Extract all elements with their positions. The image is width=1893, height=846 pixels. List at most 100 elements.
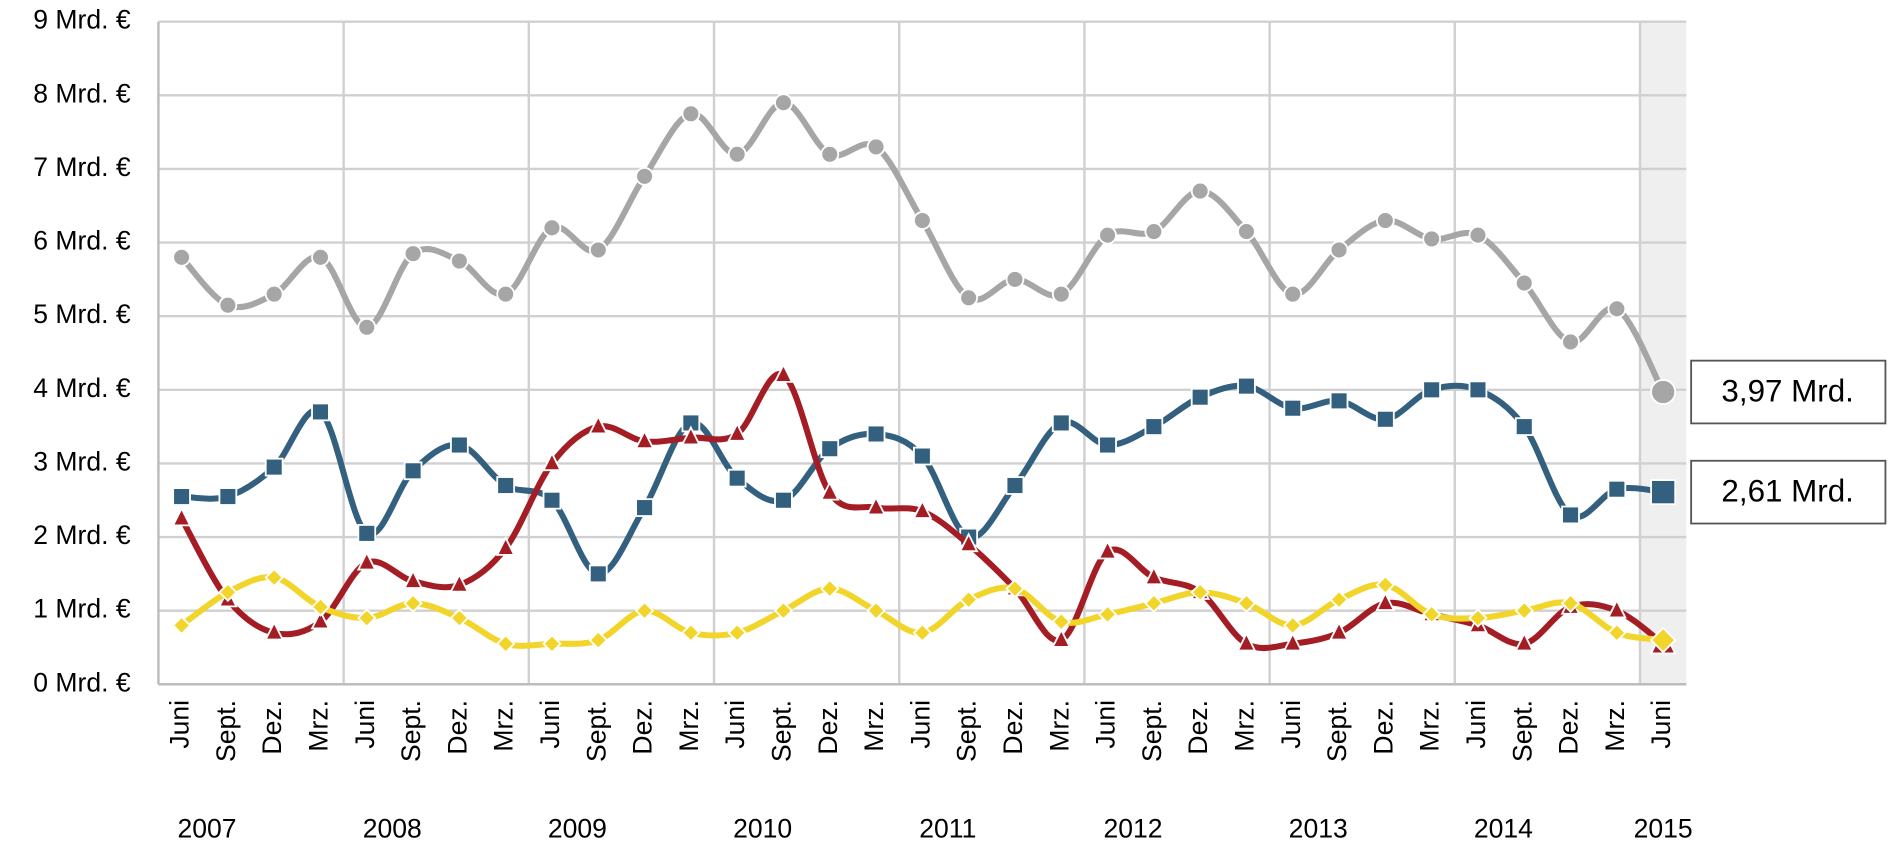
- value-label: 2,61 Mrd.: [1721, 474, 1853, 509]
- point: [635, 166, 654, 186]
- year-label: 2007: [178, 813, 237, 843]
- x-tick-label: Mrz.: [859, 700, 889, 752]
- point: [1329, 589, 1349, 610]
- y-tick-label: 9 Mrd. €: [33, 5, 131, 35]
- point: [356, 550, 377, 571]
- point: [588, 564, 608, 584]
- point: [681, 623, 701, 643]
- point: [218, 582, 238, 602]
- point: [634, 600, 655, 621]
- point: [172, 247, 191, 267]
- point: [264, 567, 284, 588]
- point: [866, 424, 886, 444]
- point: [1282, 631, 1303, 652]
- point: [1329, 391, 1349, 411]
- x-tick-label: Sept.: [1137, 700, 1167, 762]
- point: [820, 578, 840, 599]
- series-line: [179, 99, 1666, 394]
- point: [819, 480, 840, 501]
- point: [218, 295, 238, 315]
- point: [495, 535, 516, 556]
- point: [588, 414, 609, 435]
- point: [1650, 479, 1677, 506]
- point: [588, 240, 608, 260]
- point: [1098, 435, 1117, 455]
- point: [1051, 611, 1071, 632]
- year-label: 2012: [1103, 813, 1162, 843]
- y-tick-label: 5 Mrd. €: [33, 299, 131, 329]
- point: [1376, 211, 1395, 230]
- point: [1649, 626, 1677, 654]
- year-label: 2010: [733, 813, 792, 843]
- x-tick-label: Sept.: [766, 700, 796, 762]
- year-label: 2015: [1634, 813, 1693, 843]
- point: [1144, 222, 1164, 241]
- point: [311, 247, 330, 267]
- point: [357, 317, 377, 337]
- point: [1468, 380, 1488, 400]
- year-label: 2009: [548, 813, 607, 843]
- point: [1237, 222, 1256, 241]
- point: [1514, 600, 1534, 621]
- point: [820, 439, 840, 459]
- point: [588, 630, 608, 650]
- point: [773, 600, 794, 621]
- point: [1097, 539, 1118, 560]
- value-label-box: [1690, 459, 1887, 525]
- point: [1468, 608, 1488, 628]
- y-tick-label: 2 Mrd. €: [33, 520, 131, 550]
- x-tick-label: Juni: [165, 700, 195, 749]
- point: [264, 620, 285, 641]
- point: [403, 244, 423, 263]
- point: [635, 498, 654, 517]
- point: [1190, 181, 1210, 201]
- point: [774, 490, 793, 510]
- x-tick-label: Juni: [1091, 700, 1121, 749]
- y-tick-label: 1 Mrd. €: [33, 594, 131, 624]
- point: [912, 623, 933, 643]
- point: [866, 600, 886, 621]
- x-tick-label: Dez.: [257, 700, 287, 755]
- point: [634, 429, 655, 450]
- point: [403, 593, 423, 614]
- point: [1560, 593, 1581, 614]
- point: [1051, 284, 1071, 304]
- x-tick-label: Dez.: [442, 700, 472, 755]
- x-tick-label: Sept.: [211, 700, 241, 762]
- point: [1283, 398, 1303, 418]
- x-tick-label: Juni: [1461, 700, 1491, 749]
- point: [1650, 379, 1677, 405]
- year-label: 2013: [1289, 813, 1348, 843]
- point: [1514, 631, 1535, 652]
- point: [1237, 376, 1256, 396]
- point: [820, 144, 840, 164]
- x-tick-label: Dez.: [1554, 700, 1584, 755]
- point: [1514, 417, 1534, 436]
- point: [1144, 417, 1164, 436]
- point: [171, 615, 192, 636]
- point: [913, 446, 932, 466]
- x-tick-label: Mrz.: [303, 700, 333, 752]
- x-tick-label: Juni: [1276, 700, 1306, 749]
- point: [866, 495, 886, 516]
- x-tick-label: Sept.: [581, 700, 611, 762]
- point: [403, 569, 423, 589]
- point: [542, 490, 562, 510]
- point: [866, 137, 886, 157]
- x-tick-label: Dez.: [628, 700, 658, 755]
- point: [1329, 620, 1349, 641]
- point: [774, 93, 793, 113]
- point: [496, 284, 516, 304]
- point: [1051, 627, 1072, 648]
- x-tick-label: Dez.: [1183, 700, 1213, 755]
- point: [1607, 623, 1627, 643]
- point: [1606, 598, 1627, 619]
- value-label-box: [1690, 359, 1887, 425]
- point: [1144, 593, 1164, 614]
- point: [1097, 604, 1118, 625]
- point: [218, 487, 238, 506]
- point: [449, 572, 470, 593]
- y-tick-label: 0 Mrd. €: [33, 667, 131, 697]
- point: [264, 284, 284, 304]
